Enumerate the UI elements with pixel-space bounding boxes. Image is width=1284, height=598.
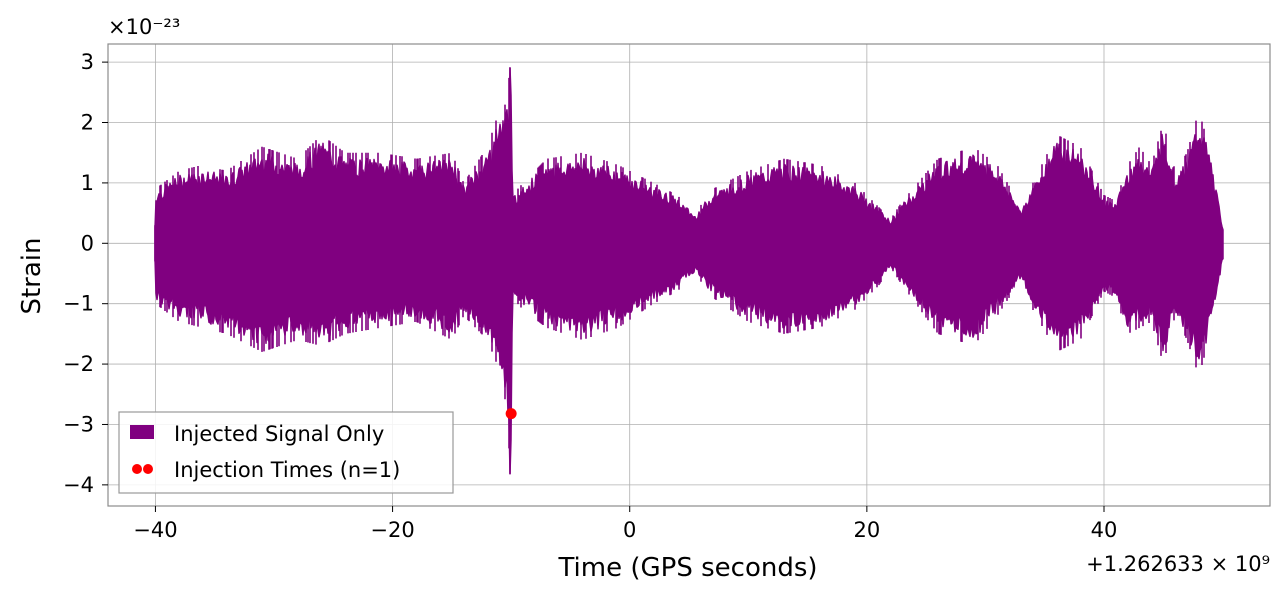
- x-tick-label: 20: [853, 518, 880, 542]
- y-tick-label: −4: [63, 473, 94, 497]
- x-tick-label: 0: [623, 518, 636, 542]
- legend-swatch-signal: [130, 425, 154, 439]
- axes-frame: [107, 43, 1271, 507]
- legend-label-signal: Injected Signal Only: [174, 422, 384, 446]
- axis-ticks: −40 −20 0 20 40 3 2 1 0 −1 −2 −3 −4: [63, 50, 1117, 542]
- y-tick-label: 0: [81, 231, 94, 255]
- legend-label-injection: Injection Times (n=1): [174, 458, 400, 482]
- y-tick-label: 2: [81, 111, 94, 135]
- legend-box: [118, 411, 454, 494]
- y-tick-label: −1: [63, 292, 94, 316]
- legend-marker-injection-2: [143, 464, 153, 474]
- y-tick-label: −2: [63, 352, 94, 376]
- legend-marker-injection-1: [132, 464, 142, 474]
- x-tick-label: −20: [370, 518, 414, 542]
- y-scale-label: ×10⁻²³: [108, 15, 180, 39]
- legend: Injected Signal Only Injection Times (n=…: [118, 411, 454, 494]
- y-tick-label: 1: [81, 171, 94, 195]
- y-axis-label: Strain: [17, 237, 47, 314]
- y-tick-label: 3: [81, 50, 94, 74]
- y-tick-label: −3: [63, 412, 94, 436]
- x-tick-label: 40: [1091, 518, 1118, 542]
- injection-point: [505, 408, 517, 420]
- x-tick-label: −40: [133, 518, 177, 542]
- plot-area: [154, 66, 1224, 475]
- x-offset-label: +1.262633 × 10⁹: [1086, 552, 1270, 576]
- x-axis-label: Time (GPS seconds): [557, 553, 817, 583]
